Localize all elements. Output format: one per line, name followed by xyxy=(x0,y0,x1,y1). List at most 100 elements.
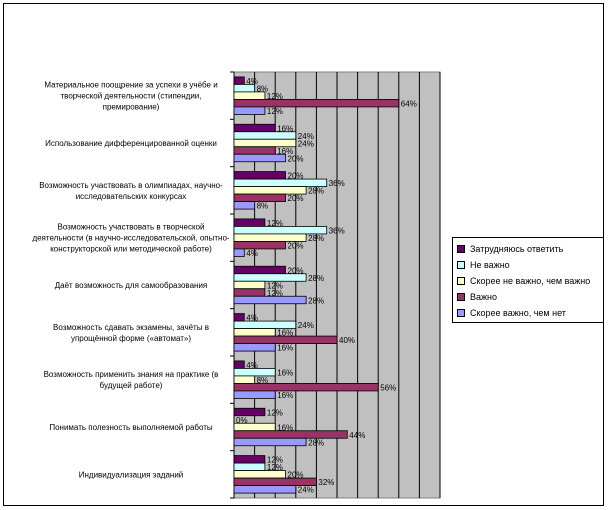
bar xyxy=(233,123,276,133)
category-label-line: Возможность участвовать в творческой xyxy=(57,223,204,232)
data-label: 4% xyxy=(246,249,258,258)
bar xyxy=(233,186,307,195)
data-label: 28% xyxy=(308,438,324,447)
data-label: 24% xyxy=(298,139,314,148)
category-label-line: Понимать полезность выполняемой работы xyxy=(49,423,213,432)
bar xyxy=(233,226,328,235)
bar xyxy=(233,320,297,329)
bar xyxy=(233,241,286,250)
data-label: 64% xyxy=(401,99,417,108)
data-label: 12% xyxy=(267,408,283,417)
bar xyxy=(233,153,286,163)
data-label: 28% xyxy=(308,234,324,243)
bar xyxy=(233,193,286,202)
bar xyxy=(233,99,400,108)
bar xyxy=(233,368,276,377)
bar xyxy=(233,485,297,494)
data-label: 16% xyxy=(277,391,293,400)
bar xyxy=(233,335,338,344)
bar xyxy=(233,375,256,384)
legend-item: Важно xyxy=(457,289,599,305)
data-label: 12% xyxy=(267,281,283,290)
bar xyxy=(233,430,348,439)
category-label-line: Возможность сдавать экзамены, зачёты в xyxy=(53,323,209,332)
category-label-line: Возможность применить знания на практике… xyxy=(44,370,219,379)
legend-item: Затрудняюсь ответить xyxy=(457,241,599,257)
data-label: 44% xyxy=(349,431,365,440)
data-label: 4% xyxy=(246,314,258,323)
category-label-line: Индивидуализация заданий xyxy=(79,470,184,479)
data-label: 20% xyxy=(288,172,304,181)
data-label: 20% xyxy=(288,194,304,203)
bar xyxy=(233,455,266,464)
category-label-line: исследовательских конкурсах xyxy=(76,192,187,201)
data-label: 20% xyxy=(288,471,304,480)
category-label: Даёт возможность для самообразования xyxy=(55,281,208,290)
data-label: 12% xyxy=(267,92,283,101)
category-label-line: Возможность участвовать в олимпиадах, на… xyxy=(39,181,223,190)
category-label: Возможность сдавать экзамены, зачёты в уп… xyxy=(53,323,209,343)
bar xyxy=(233,313,245,322)
data-label: 12% xyxy=(267,463,283,472)
category-label: Возможность участвовать в творческой деят… xyxy=(32,223,229,254)
category-label-line: будущей работе) xyxy=(100,381,163,390)
bar xyxy=(233,328,276,337)
data-label: 24% xyxy=(298,321,314,330)
legend-swatch xyxy=(457,293,465,301)
legend-label: Затрудняюсь ответить xyxy=(470,244,564,254)
bar xyxy=(233,106,266,115)
data-label: 32% xyxy=(318,478,334,487)
category-label: Возможность участвовать в олимпиадах, на… xyxy=(39,181,223,201)
bar xyxy=(233,477,317,486)
bar xyxy=(233,138,297,148)
bar xyxy=(233,470,286,479)
category-label-line: творческой деятельности (стипендии, xyxy=(61,92,202,101)
category-label-line: деятельности (в научно-исследовательской… xyxy=(32,234,229,243)
bar xyxy=(233,265,286,275)
bar xyxy=(233,462,266,471)
data-label: 20% xyxy=(288,154,304,163)
bar xyxy=(233,295,307,305)
bar xyxy=(233,146,276,155)
legend-label: Скорее важно, чем нет xyxy=(470,308,566,318)
data-label: 8% xyxy=(257,376,269,385)
data-label: 12% xyxy=(267,289,283,298)
data-label: 28% xyxy=(308,296,324,305)
chart-legend: Затрудняюсь ответить Не важно Скорее не ва… xyxy=(452,237,604,323)
data-label: 16% xyxy=(277,423,293,432)
data-label: 12% xyxy=(267,219,283,228)
bar xyxy=(233,201,256,210)
data-label: 40% xyxy=(339,336,355,345)
category-label: Индивидуализация заданий xyxy=(79,470,184,479)
data-label: 8% xyxy=(257,84,269,93)
data-label: 28% xyxy=(308,187,324,196)
data-label: 12% xyxy=(267,456,283,465)
legend-swatch xyxy=(457,261,465,269)
legend-swatch xyxy=(457,277,465,285)
data-label: 24% xyxy=(298,132,314,141)
category-label: Понимать полезность выполняемой работы xyxy=(49,423,213,432)
legend-item: Скорее не важно, чем важно xyxy=(457,273,599,289)
bar xyxy=(233,76,245,85)
bar xyxy=(233,233,307,242)
legend-label: Скорее не важно, чем важно xyxy=(470,276,591,286)
bar xyxy=(233,91,266,100)
bar xyxy=(233,407,266,417)
data-label: 16% xyxy=(277,344,293,353)
data-label: 0% xyxy=(236,416,248,425)
category-label-line: конструкторской или методической работе) xyxy=(50,245,212,254)
data-label: 4% xyxy=(246,77,258,86)
category-label-line: премирование) xyxy=(103,103,160,112)
bar xyxy=(233,390,276,399)
bar xyxy=(233,248,245,257)
category-label: Использование дифференцированной оценки xyxy=(45,139,217,148)
bar xyxy=(233,178,328,187)
data-label: 24% xyxy=(298,486,314,495)
data-label: 36% xyxy=(329,179,345,188)
category-label: Возможность применить знания на практике… xyxy=(44,370,219,390)
bar xyxy=(233,273,307,282)
category-label: Материальное поощрение за успехи в учёбе… xyxy=(44,81,217,112)
bar xyxy=(233,171,286,180)
bar xyxy=(233,383,379,392)
